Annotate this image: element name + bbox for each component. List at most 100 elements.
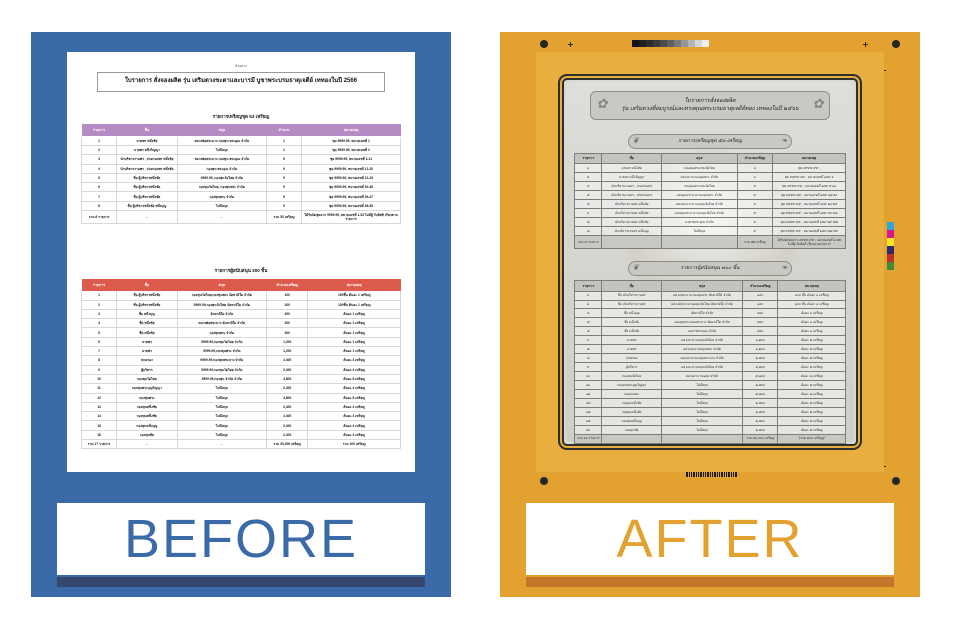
table-cell: 9999.99,กองทุนพระบาง จำกัด xyxy=(176,355,268,366)
barcode-bar xyxy=(689,469,690,477)
table-row: ๑๖ กองทุนชัย ไม่มีสกุล ๒,๔๐๐ ต้นละ ๔ เหรียญ xyxy=(573,424,846,435)
caption-text: รายการเหรียญชุด ๕๓ เหรียญ xyxy=(678,138,742,145)
table-cell: 300 xyxy=(265,308,309,320)
table-cell: ต้นละ ๑ เหรียญ xyxy=(777,317,846,328)
table-cell: นักบริหารงานพร หนึ่งชัย xyxy=(601,199,662,210)
column-header: หมายเหตุ xyxy=(301,124,401,137)
document-kicker: ตัวอย่าง xyxy=(235,64,247,68)
table-cell: 100 xyxy=(265,290,309,301)
before-panel: ตัวอย่าง ใบรายการ สั่งจองผลิต รุ่น เสริม… xyxy=(31,32,451,597)
table-cell: ต้นละ ๘ เหรียญ xyxy=(777,371,846,381)
title-line-1: ใบรายการสั่งจองผลิต xyxy=(684,98,736,104)
table-cell: กองทุนวัดไทย, กองทุนพระ จำกัด xyxy=(176,182,268,193)
table-row: 1 ชื่อ ผู้บริหารหนึ่งชัย กองทุนวัดไทย,กองท… xyxy=(80,290,401,301)
table-cell: ชื่อ ผู้บริหารหนึ่งชัย xyxy=(116,182,178,193)
column-header: ชื่อ xyxy=(601,152,662,165)
table-cell: ชื่อ ผู้บริหารหนึ่งชัย xyxy=(116,172,178,184)
column-header: จำนวนเหรียญ xyxy=(266,278,308,291)
table-cell: จัดหามิใด จำกัด xyxy=(660,308,744,319)
table-cell: ๒,๔๐๐ xyxy=(741,415,779,426)
table-cell: ชื่อ ผู้บริหารหนึ่งชัย xyxy=(116,191,178,202)
table-cell: ต้นละ ๔ เหรียญ xyxy=(777,353,846,364)
table-cell: นักบริหารงานพร หนึ่งบุญ xyxy=(601,225,662,236)
table-cell: ต้นละ ๔ เหรียญ xyxy=(777,362,846,373)
barcode-bar xyxy=(719,469,720,477)
table-row: ๖นายพร หลวงบาง-กองทุนวัดไทย จำกัด ๑,๒๐๐ ต้น… xyxy=(573,335,846,346)
table-row: 5 ชื่อ หนึ่งชัย กองทุนพระ จำกัด 300 ต้นละ 1 … xyxy=(80,327,401,338)
table-row: ๘นักบริหารงานพร หนึ่งบุญ ไม่มีสกุล๙ชุด ๙๙… xyxy=(573,225,847,236)
table-cell: ๑๕ xyxy=(573,415,603,426)
ornate-table-2-caption: ❦ รายการผู้สนับสนุน ๓๐๐ ชิ้น ❧ xyxy=(628,260,792,276)
barcode-bar xyxy=(721,469,723,477)
table-cell: 2 xyxy=(80,299,118,310)
table-cell: กองทุนชัย xyxy=(116,429,178,441)
barcode-bar xyxy=(700,469,702,477)
table-row: ๙ผู้บริหาร หลวงบาง-กองทุนวัดไทย จำกัด ๒,๔๐… xyxy=(573,362,846,373)
table-cell: 6 xyxy=(80,336,118,348)
table-cell: หลวงบาง-กองทุนวัดไทย จำกัด xyxy=(660,362,744,373)
table-row: ๓นักบริหารงานพร , ปกครองพร กองทุนพระบรมวั… xyxy=(573,181,847,192)
table-cell: 16 xyxy=(80,429,118,441)
table-cell: ๑๒ xyxy=(573,388,603,399)
table-cell: หลวงพ่อพระบาง กองทุน พระคุณ จำกัด xyxy=(176,154,268,165)
table-cell: ๘ xyxy=(573,353,603,364)
table-cell: 300 xyxy=(265,327,309,338)
table-cell: กองทุนหนึ่งบุญ xyxy=(601,415,662,426)
table-footer-row: รวม 17 รายการ - - รวม 30,000 เหรียญ รวม 100 … xyxy=(80,439,401,450)
table-cell: 2,400 xyxy=(265,429,309,441)
column-header: หมายเหตุ xyxy=(777,280,846,292)
barcode-bar xyxy=(733,469,734,477)
color-patch xyxy=(887,222,894,230)
footer-cell xyxy=(601,234,662,249)
table-cell: 4 xyxy=(80,318,118,329)
title-line-2: รุ่น เสริมดวงที่สมบูรณ์และทรงคุณพระบรมธา… xyxy=(621,106,799,113)
table-cell: ชุด ๙๙๙๙.๙๙ , หมายเลขที่ ๑๓๙ ๒๑-๒๙ xyxy=(771,199,847,210)
table-cell: ๙ xyxy=(736,190,773,201)
table-cell: ๒,๔๐๐ xyxy=(741,379,779,390)
table-cell: ไม่มีสกุล xyxy=(176,144,268,156)
registration-dot-top-left xyxy=(540,40,548,48)
after-panel: ✿ ใบรายการสั่งจองผลิต รุ่น เสริมดวงที่สม… xyxy=(500,32,920,597)
before-label-band: BEFORE xyxy=(57,503,425,575)
table-row: 13 กองทุนหนึ่งชัย ไม่มีสกุล 2,400 ต้นละ 4 เห… xyxy=(80,401,401,413)
table-cell: 100ชิ้น ต้นละ 1 เหรียญ xyxy=(307,290,401,301)
table-cell: ต้นละ ๔ เหรียญ xyxy=(777,379,846,390)
table-row: ๒ชื่อ นักบริหารงานพร หลวงพระบาง-กองทุนวัด… xyxy=(573,299,846,310)
table-cell: 1,200 xyxy=(265,346,309,357)
table-cell: ๑,๒๐๐ xyxy=(741,344,779,355)
after-label: AFTER xyxy=(616,509,804,569)
table-cell: 9999.99,กองทุนวัดไทย จัดหามิใด จำกัด xyxy=(176,299,268,310)
table-cell: ชุด 9999.99, หมายเลขที่ 3-11 xyxy=(301,154,401,165)
table-row: 2 นายพร หนึ่งวิญญา ไม่มีสกุล 1 ชุด 9999.99, … xyxy=(80,144,401,156)
column-header: หมายเหตุ xyxy=(307,278,401,291)
table-cell: ผู้บริหาร xyxy=(116,364,178,375)
table-cell: จัดหามิใด จำกัด xyxy=(176,308,268,320)
table-row: 6 ชื่อ ผู้บริหารหนึ่งชัย กองทุนวัดไทย, กอง… xyxy=(80,182,401,193)
table-row: ๑๑ กองทุนพระบุญวิญญา ไม่มีสกุล ๒,๔๐๐ ต้นละ ๔… xyxy=(573,379,846,390)
table-cell: ๖ xyxy=(573,208,603,219)
barcode-bar xyxy=(691,469,692,477)
table-row: 15 กองทุนหนึ่งบุญ ไม่มีสกุล 2,400 ต้นละ 4 เห… xyxy=(80,420,401,431)
table-cell: กองทุนหนึ่งชัย xyxy=(601,397,662,408)
table-cell: ต้นละ 1 เหรียญ xyxy=(307,346,401,357)
table-cell: 1,200 xyxy=(265,336,309,348)
table-cell: 9 xyxy=(265,191,303,202)
table-cell: ๒,๔๐๐ xyxy=(741,397,779,408)
table-cell: ๔,๘๐๐ xyxy=(741,388,779,399)
table-cell: ๑๐๐ ชิ้น ต้นละ ๑ เหรียญ xyxy=(777,290,846,301)
table-cell: นักบริหารงานพร หนึ่งชัย xyxy=(601,217,662,227)
table-row: 4 ชื่อ หนึ่งชัย หลวงพ่อพระบาง จัดหามิใด จำ… xyxy=(80,318,401,329)
table-cell: ไม่มีสกุล xyxy=(660,406,744,417)
table-cell: อวตารพระคุณ จำกัด xyxy=(660,326,744,337)
table-cell: กองทุน พระคุณ จำกัด xyxy=(176,163,268,174)
plain-document-body: ตัวอย่าง ใบรายการ สั่งจองผลิต รุ่น เสริม… xyxy=(67,52,415,461)
table-cell: ๑๓ xyxy=(573,397,603,408)
flourish-left-icon: ❦ xyxy=(632,262,640,272)
wedge-step xyxy=(639,40,646,47)
table-cell: ไม่มีสกุล xyxy=(176,429,268,441)
table-cell: กองทุนวัดไทย xyxy=(601,371,662,381)
color-patch xyxy=(887,238,894,246)
table-1-caption: รายการเหรียญชุด 53 เหรียญ xyxy=(212,113,270,119)
table-row: 5 ชื่อ ผู้บริหารหนึ่งชัย 9999.99, กองทุนวั… xyxy=(80,172,401,184)
table-row: 4 นักบริหารงานพร , ปกครองพร หนึ่งชัย กองทุ… xyxy=(80,163,401,174)
